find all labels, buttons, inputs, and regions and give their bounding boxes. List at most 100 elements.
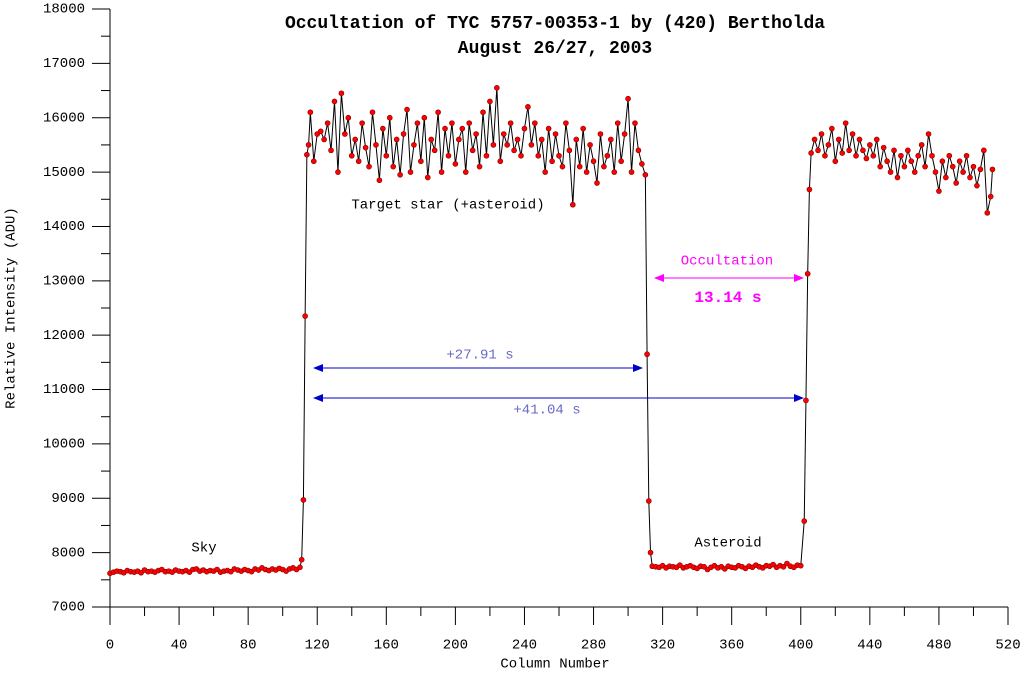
x-tick-label: 400 bbox=[788, 638, 813, 654]
data-point bbox=[386, 114, 393, 121]
data-point bbox=[956, 158, 963, 165]
data-point bbox=[853, 152, 859, 159]
data-point bbox=[922, 163, 928, 170]
data-point bbox=[428, 136, 435, 143]
data-point bbox=[953, 180, 959, 186]
annotation: 13.14 s bbox=[694, 289, 761, 307]
data-point bbox=[304, 151, 310, 158]
data-point bbox=[514, 136, 521, 143]
annotation: +41.04 s bbox=[513, 403, 580, 419]
data-point bbox=[414, 120, 421, 126]
y-tick-label: 9000 bbox=[51, 491, 85, 507]
data-point bbox=[407, 169, 414, 175]
data-point bbox=[383, 152, 390, 159]
data-point bbox=[483, 152, 490, 159]
data-point bbox=[518, 152, 524, 159]
data-point bbox=[442, 125, 448, 132]
data-point bbox=[645, 498, 652, 504]
data-point bbox=[449, 120, 455, 126]
x-tick-label: 160 bbox=[374, 638, 399, 654]
data-point bbox=[362, 144, 369, 151]
data-point bbox=[348, 152, 355, 159]
data-point bbox=[480, 109, 486, 116]
data-point bbox=[587, 142, 593, 148]
data-point bbox=[842, 120, 849, 126]
data-point bbox=[298, 556, 305, 563]
data-point bbox=[532, 120, 538, 126]
data-point bbox=[390, 163, 397, 170]
data-point bbox=[556, 152, 562, 159]
data-point bbox=[898, 152, 904, 159]
y-tick-label: 15000 bbox=[43, 165, 85, 181]
data-point bbox=[525, 104, 531, 110]
y-tick-label: 13000 bbox=[43, 274, 85, 290]
data-point bbox=[877, 163, 884, 170]
data-point bbox=[466, 120, 473, 126]
data-point bbox=[580, 125, 586, 132]
data-point bbox=[894, 174, 901, 181]
data-point bbox=[908, 158, 915, 165]
data-point bbox=[376, 177, 383, 184]
data-point bbox=[445, 152, 452, 159]
data-point bbox=[535, 152, 542, 159]
data-point bbox=[321, 136, 327, 143]
data-point bbox=[462, 169, 469, 175]
data-point bbox=[373, 142, 379, 148]
data-point bbox=[618, 158, 624, 165]
data-point bbox=[829, 125, 835, 132]
data-point bbox=[808, 150, 814, 156]
y-tick-label: 11000 bbox=[43, 382, 85, 398]
data-point bbox=[639, 161, 645, 167]
x-tick-label: 440 bbox=[857, 638, 882, 654]
data-point bbox=[604, 152, 611, 159]
annotation: Asteroid bbox=[694, 536, 761, 552]
data-point bbox=[355, 158, 362, 165]
data-point bbox=[597, 131, 604, 137]
data-point bbox=[960, 169, 966, 175]
y-axis-label: Relative Intensity (ADU) bbox=[4, 207, 20, 409]
data-point bbox=[324, 120, 331, 126]
data-point bbox=[549, 158, 555, 165]
data-point bbox=[494, 85, 500, 91]
data-point bbox=[317, 128, 324, 135]
data-point bbox=[397, 172, 403, 178]
data-point bbox=[644, 351, 650, 358]
data-point bbox=[901, 163, 908, 170]
data-point bbox=[331, 98, 338, 105]
y-tick-label: 10000 bbox=[43, 437, 85, 453]
data-point bbox=[880, 144, 887, 151]
y-tick-label: 7000 bbox=[51, 600, 85, 616]
x-tick-label: 360 bbox=[719, 638, 744, 654]
data-point bbox=[338, 90, 345, 97]
data-point bbox=[974, 182, 980, 189]
annotation: +27.91 s bbox=[446, 348, 513, 364]
x-tick-label: 80 bbox=[240, 638, 257, 654]
data-point bbox=[310, 158, 317, 165]
data-point bbox=[987, 193, 994, 200]
x-axis-label: Column Number bbox=[500, 657, 609, 673]
data-point bbox=[342, 131, 348, 137]
x-tick-label: 280 bbox=[581, 638, 606, 654]
x-tick-label: 200 bbox=[443, 638, 468, 654]
data-point bbox=[625, 95, 631, 102]
data-point bbox=[545, 125, 552, 132]
data-point bbox=[504, 142, 510, 148]
data-point bbox=[614, 120, 621, 126]
data-point bbox=[345, 114, 352, 121]
y-tick-label: 16000 bbox=[43, 110, 85, 126]
data-point bbox=[797, 562, 804, 569]
data-point bbox=[542, 169, 548, 175]
data-point bbox=[307, 109, 314, 116]
data-point bbox=[563, 120, 569, 126]
data-point bbox=[989, 166, 996, 173]
data-point bbox=[884, 158, 890, 165]
data-point bbox=[435, 109, 441, 116]
data-point bbox=[497, 158, 504, 165]
data-point bbox=[870, 152, 877, 159]
data-point bbox=[352, 136, 359, 143]
data-point bbox=[469, 147, 476, 154]
annotation: Occultation bbox=[681, 254, 773, 270]
data-point bbox=[302, 313, 308, 319]
data-point bbox=[366, 163, 372, 170]
